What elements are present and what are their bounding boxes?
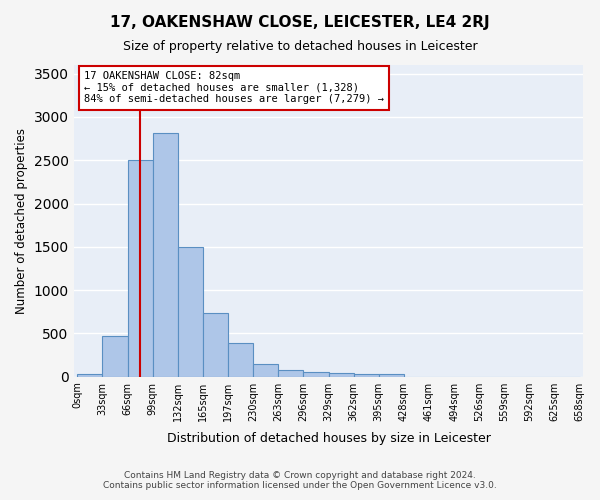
Bar [152, 132, 178, 376]
Text: 17 OAKENSHAW CLOSE: 82sqm
← 15% of detached houses are smaller (1,328)
84% of se: 17 OAKENSHAW CLOSE: 82sqm ← 15% of detac… [84, 71, 384, 104]
Bar [203, 312, 228, 376]
Bar [278, 370, 304, 376]
Bar [228, 343, 253, 376]
Bar [128, 160, 152, 376]
Text: Size of property relative to detached houses in Leicester: Size of property relative to detached ho… [122, 40, 478, 53]
Bar [379, 374, 404, 376]
Bar [353, 374, 379, 376]
Bar [329, 373, 353, 376]
Y-axis label: Number of detached properties: Number of detached properties [15, 128, 28, 314]
Bar [304, 372, 329, 376]
Bar [103, 336, 128, 376]
Bar [253, 364, 278, 376]
Bar [77, 374, 103, 376]
Bar [178, 247, 203, 376]
Text: Contains HM Land Registry data © Crown copyright and database right 2024.
Contai: Contains HM Land Registry data © Crown c… [103, 470, 497, 490]
Text: 17, OAKENSHAW CLOSE, LEICESTER, LE4 2RJ: 17, OAKENSHAW CLOSE, LEICESTER, LE4 2RJ [110, 15, 490, 30]
X-axis label: Distribution of detached houses by size in Leicester: Distribution of detached houses by size … [167, 432, 490, 445]
